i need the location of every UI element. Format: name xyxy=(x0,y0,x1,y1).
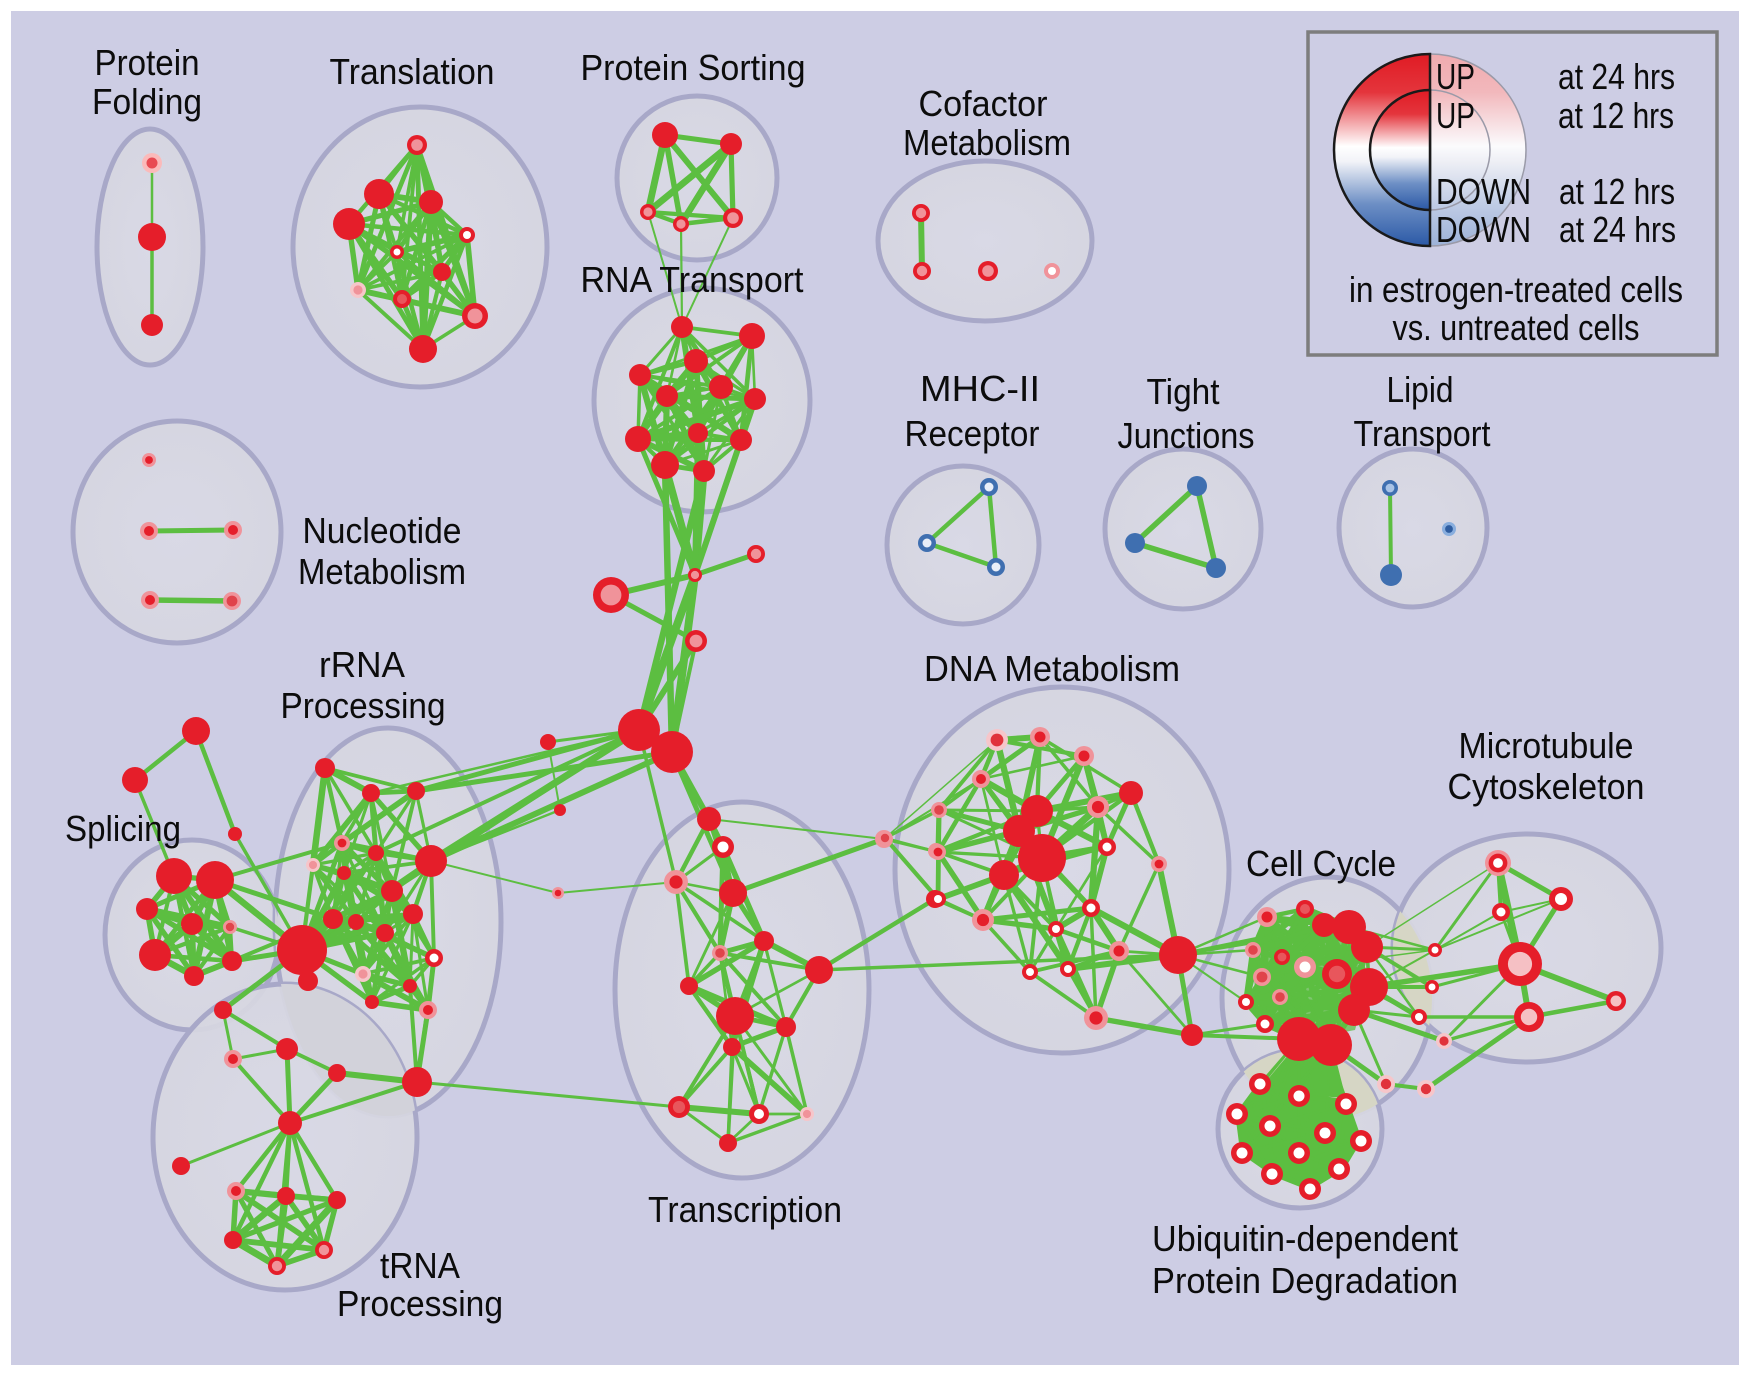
svg-text:Folding: Folding xyxy=(92,81,202,122)
svg-text:Processing: Processing xyxy=(337,1283,503,1324)
svg-text:in estrogen-treated cells: in estrogen-treated cells xyxy=(1349,269,1683,310)
svg-text:Receptor: Receptor xyxy=(905,413,1040,454)
svg-text:Splicing: Splicing xyxy=(65,808,181,849)
svg-text:DNA Metabolism: DNA Metabolism xyxy=(924,648,1180,689)
svg-text:Metabolism: Metabolism xyxy=(298,551,466,592)
svg-text:Transcription: Transcription xyxy=(648,1189,842,1230)
svg-text:rRNA: rRNA xyxy=(319,644,406,685)
svg-text:Nucleotide: Nucleotide xyxy=(303,510,462,551)
svg-text:Protein Sorting: Protein Sorting xyxy=(581,47,806,88)
svg-text:UP: UP xyxy=(1436,95,1475,136)
svg-text:MHC-II: MHC-II xyxy=(920,368,1040,409)
svg-text:Junctions: Junctions xyxy=(1118,415,1255,456)
svg-text:Protein: Protein xyxy=(95,42,200,83)
svg-text:UP: UP xyxy=(1436,56,1475,97)
svg-text:Microtubule: Microtubule xyxy=(1459,725,1634,766)
svg-text:DOWN: DOWN xyxy=(1436,209,1531,250)
svg-text:Metabolism: Metabolism xyxy=(903,122,1071,163)
svg-text:at 24 hrs: at 24 hrs xyxy=(1559,209,1676,250)
svg-text:tRNA: tRNA xyxy=(380,1245,461,1286)
svg-text:Tight: Tight xyxy=(1147,371,1220,412)
svg-text:Cell Cycle: Cell Cycle xyxy=(1246,843,1396,884)
svg-text:at 24 hrs: at 24 hrs xyxy=(1558,56,1675,97)
svg-text:Protein Degradation: Protein Degradation xyxy=(1152,1260,1458,1301)
svg-text:DOWN: DOWN xyxy=(1436,171,1531,212)
svg-text:Cytoskeleton: Cytoskeleton xyxy=(1448,766,1645,807)
svg-text:Lipid: Lipid xyxy=(1387,369,1454,410)
svg-text:Cofactor: Cofactor xyxy=(919,83,1048,124)
svg-text:at 12 hrs: at 12 hrs xyxy=(1558,95,1674,136)
svg-text:RNA Transport: RNA Transport xyxy=(581,259,804,300)
svg-text:Translation: Translation xyxy=(330,51,495,92)
svg-text:Processing: Processing xyxy=(281,685,446,726)
svg-text:Transport: Transport xyxy=(1354,413,1491,454)
svg-text:vs. untreated cells: vs. untreated cells xyxy=(1393,307,1640,348)
svg-text:Ubiquitin-dependent: Ubiquitin-dependent xyxy=(1152,1218,1458,1259)
svg-text:at 12 hrs: at 12 hrs xyxy=(1559,171,1675,212)
